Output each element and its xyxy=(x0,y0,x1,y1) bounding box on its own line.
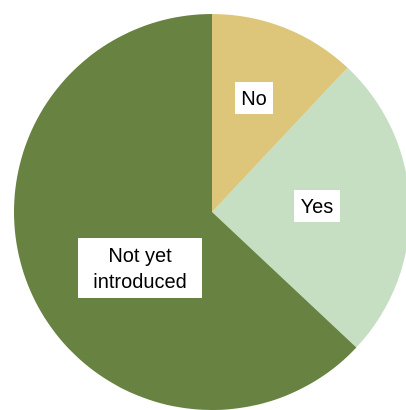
pie-label-text: No xyxy=(241,88,267,110)
pie-label-text: Not yet introduced xyxy=(93,245,186,293)
pie-label-box xyxy=(294,190,340,222)
pie-slice-no xyxy=(212,14,348,212)
pie-label-box xyxy=(78,238,202,298)
pie-label-not-yet-introduced: Not yet introduced xyxy=(78,238,202,298)
pie-slice-not-yet-introduced xyxy=(14,14,357,410)
pie-label-box xyxy=(235,82,273,114)
pie-label-no: No xyxy=(235,82,273,114)
pie-slices xyxy=(14,14,406,410)
pie-labels: No Yes Not yet introduced xyxy=(78,82,340,298)
pie-label-text: Yes xyxy=(301,196,334,218)
pie-label-yes: Yes xyxy=(294,190,340,222)
